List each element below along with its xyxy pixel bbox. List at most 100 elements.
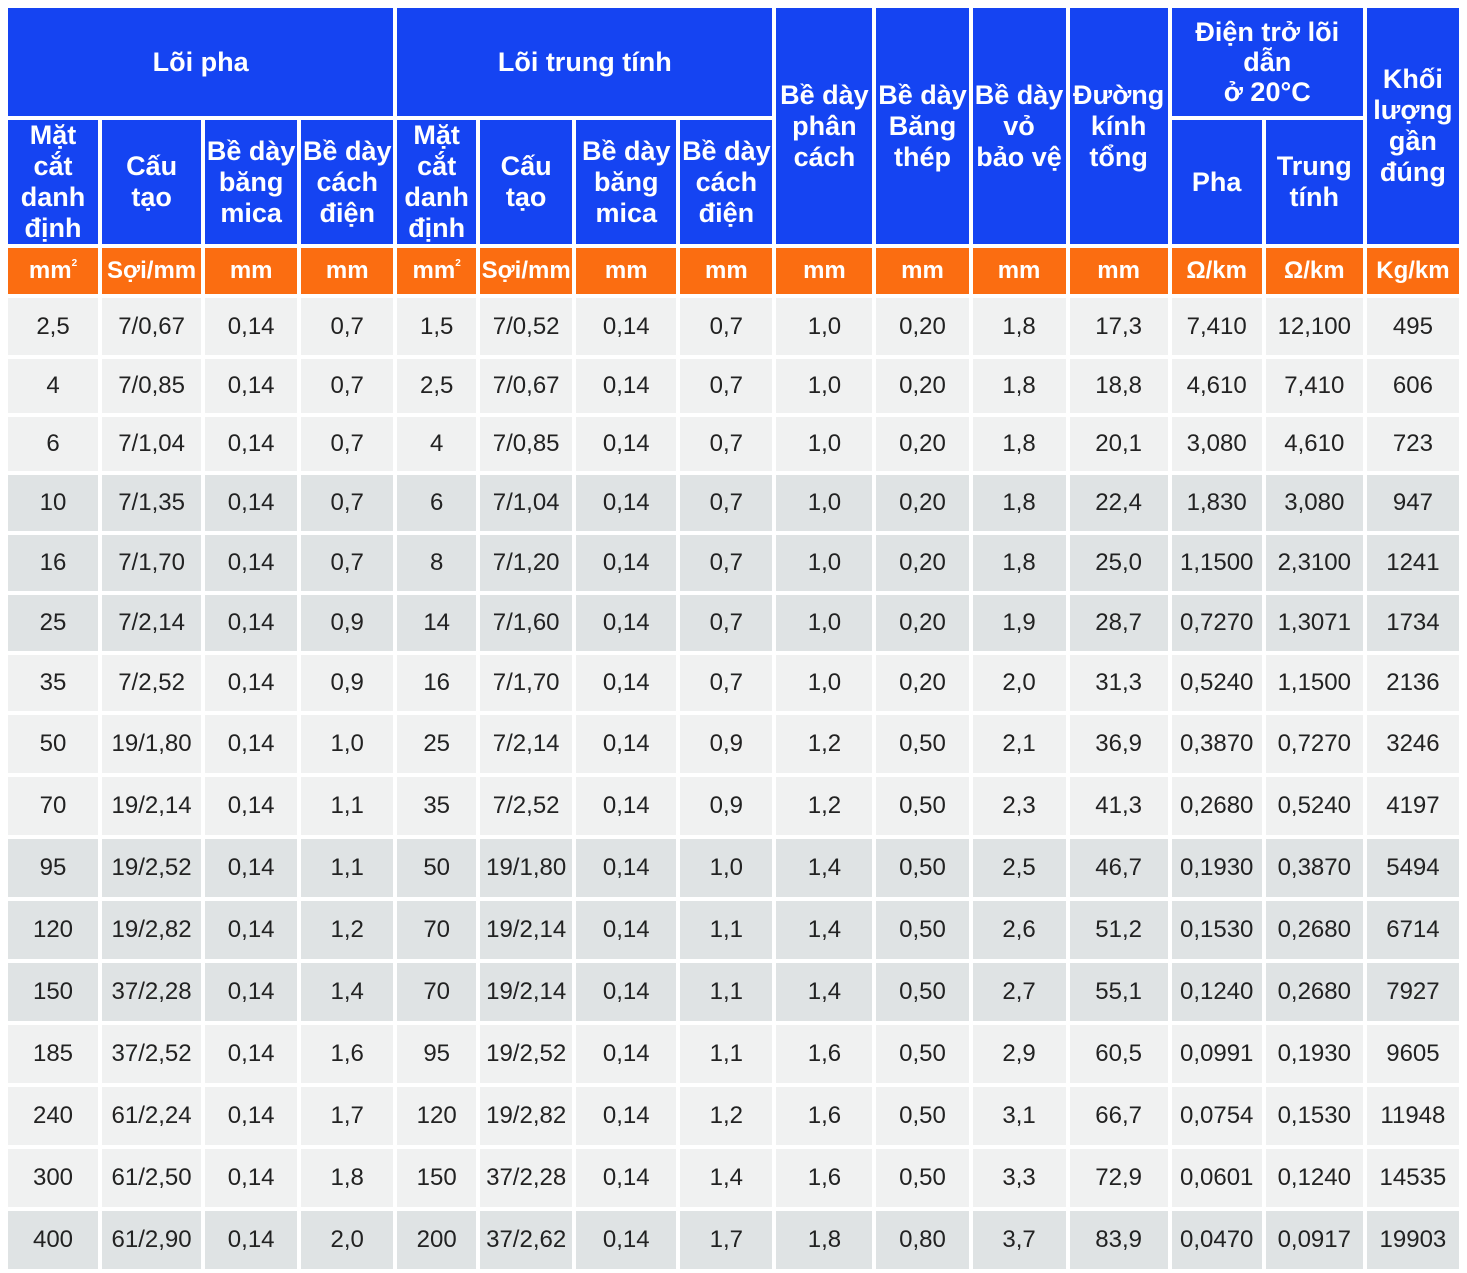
table-cell: 19/2,82 <box>102 901 202 959</box>
table-cell: 0,50 <box>876 777 969 835</box>
table-cell: 7,410 <box>1265 359 1363 413</box>
table-cell: 1,2 <box>776 777 873 835</box>
cable-spec-table: Lõi pha Lõi trung tính Bề dày phân cách … <box>4 4 1463 1273</box>
table-cell: 0,20 <box>876 655 969 711</box>
table-cell: 4,610 <box>1171 359 1262 413</box>
table-cell: 1,0 <box>680 839 773 897</box>
table-cell: 2,7 <box>972 963 1066 1021</box>
table-row: 10 7/1,35 0,14 0,7 6 7/1,04 0,14 0,7 1,0 0,20 1,8 2… <box>8 475 1459 531</box>
table-cell: 35 <box>397 777 477 835</box>
table-cell: 7,410 <box>1171 298 1262 355</box>
header-phase-cross-section: Mặt cắt danh định <box>8 120 99 244</box>
table-cell: 1,0 <box>301 715 394 773</box>
table-cell: 3,3 <box>972 1149 1066 1207</box>
table-cell: 0,2680 <box>1265 901 1363 959</box>
table-cell: 8 <box>397 535 477 591</box>
header-group-resistance: Điện trở lõi dẫn ở 20°C <box>1171 8 1363 116</box>
table-cell: 0,3870 <box>1171 715 1262 773</box>
table-cell: 1,0 <box>776 417 873 471</box>
table-cell: 0,50 <box>876 1025 969 1083</box>
unit-phase-cross-section: mm2 <box>8 248 99 294</box>
table-row: 400 61/2,90 0,14 2,0 200 37/2,62 0,14 1,7 1,8 0,8… <box>8 1211 1459 1269</box>
table-row: 2,5 7/0,67 0,14 0,7 1,5 7/0,52 0,14 0,7 1,0 0,20 1… <box>8 298 1459 355</box>
table-row: 70 19/2,14 0,14 1,1 35 7/2,52 0,14 0,9 1,2 0,50 2,… <box>8 777 1459 835</box>
table-cell: 120 <box>8 901 99 959</box>
table-cell: 1,4 <box>776 839 873 897</box>
table-cell: 240 <box>8 1087 99 1145</box>
unit-resistance-neutral: Ω/km <box>1265 248 1363 294</box>
table-cell: 7/1,70 <box>480 655 573 711</box>
table-cell: 7/0,67 <box>102 298 202 355</box>
table-cell: 0,7 <box>301 359 394 413</box>
table-cell: 0,14 <box>576 901 677 959</box>
table-cell: 0,20 <box>876 475 969 531</box>
table-cell: 4197 <box>1366 777 1459 835</box>
table-cell: 0,20 <box>876 298 969 355</box>
header-row-columns: Mặt cắt danh định Cấu tạo Bề dày băng mi… <box>8 120 1459 244</box>
table-cell: 0,7 <box>301 417 394 471</box>
table-cell: 1,1 <box>680 1025 773 1083</box>
table-row: 185 37/2,52 0,14 1,6 95 19/2,52 0,14 1,1 1,6 0,50… <box>8 1025 1459 1083</box>
table-cell: 0,20 <box>876 359 969 413</box>
table-cell: 1,1 <box>680 901 773 959</box>
table-cell: 2,3100 <box>1265 535 1363 591</box>
table-cell: 400 <box>8 1211 99 1269</box>
table-cell: 19/2,52 <box>480 1025 573 1083</box>
table-cell: 1,7 <box>680 1211 773 1269</box>
table-cell: 51,2 <box>1069 901 1168 959</box>
unit-neutral-structure: Sợi/mm <box>480 248 573 294</box>
unit-phase-structure: Sợi/mm <box>102 248 202 294</box>
table-cell: 18,8 <box>1069 359 1168 413</box>
table-cell: 0,80 <box>876 1211 969 1269</box>
table-cell: 7/2,52 <box>102 655 202 711</box>
table-cell: 1,5 <box>397 298 477 355</box>
table-cell: 0,3870 <box>1265 839 1363 897</box>
table-cell: 95 <box>397 1025 477 1083</box>
table-cell: 60,5 <box>1069 1025 1168 1083</box>
table-cell: 37/2,62 <box>480 1211 573 1269</box>
table-cell: 3,1 <box>972 1087 1066 1145</box>
table-cell: 495 <box>1366 298 1459 355</box>
table-cell: 0,14 <box>576 715 677 773</box>
table-cell: 0,7 <box>301 475 394 531</box>
table-cell: 0,5240 <box>1171 655 1262 711</box>
table-cell: 5494 <box>1366 839 1459 897</box>
table-cell: 0,14 <box>205 1087 298 1145</box>
table-cell: 70 <box>397 901 477 959</box>
table-cell: 4,610 <box>1265 417 1363 471</box>
table-cell: 0,14 <box>205 595 298 651</box>
table-cell: 7/1,20 <box>480 535 573 591</box>
table-cell: 0,14 <box>576 475 677 531</box>
table-row: 240 61/2,24 0,14 1,7 120 19/2,82 0,14 1,2 1,6 0,5… <box>8 1087 1459 1145</box>
table-cell: 19/2,14 <box>480 963 573 1021</box>
table-cell: 0,7 <box>301 298 394 355</box>
table-cell: 0,14 <box>205 901 298 959</box>
table-cell: 0,14 <box>576 1149 677 1207</box>
table-cell: 4 <box>8 359 99 413</box>
unit-base: mm <box>28 257 72 284</box>
table-cell: 0,1240 <box>1265 1149 1363 1207</box>
table-cell: 1734 <box>1366 595 1459 651</box>
table-cell: 0,1240 <box>1171 963 1262 1021</box>
table-cell: 19903 <box>1366 1211 1459 1269</box>
table-cell: 0,14 <box>205 655 298 711</box>
table-cell: 2136 <box>1366 655 1459 711</box>
table-cell: 0,0601 <box>1171 1149 1262 1207</box>
table-cell: 1,4 <box>776 963 873 1021</box>
table-row: 35 7/2,52 0,14 0,9 16 7/1,70 0,14 0,7 1,0 0,20 2,0… <box>8 655 1459 711</box>
table-cell: 0,14 <box>576 655 677 711</box>
table-row: 25 7/2,14 0,14 0,9 14 7/1,60 0,14 0,7 1,0 0,20 1,9… <box>8 595 1459 651</box>
table-cell: 1,830 <box>1171 475 1262 531</box>
table-cell: 0,14 <box>205 359 298 413</box>
header-neutral-mica-thickness: Bề dày băng mica <box>576 120 677 244</box>
header-phase-insulation-thickness: Bề dày cách điện <box>301 120 394 244</box>
table-cell: 0,50 <box>876 963 969 1021</box>
table-cell: 1,1500 <box>1265 655 1363 711</box>
table-cell: 3,080 <box>1265 475 1363 531</box>
table-cell: 0,14 <box>205 417 298 471</box>
table-cell: 0,9 <box>301 655 394 711</box>
table-cell: 0,14 <box>576 777 677 835</box>
table-cell: 1,2 <box>680 1087 773 1145</box>
table-cell: 150 <box>397 1149 477 1207</box>
table-cell: 1,8 <box>972 475 1066 531</box>
